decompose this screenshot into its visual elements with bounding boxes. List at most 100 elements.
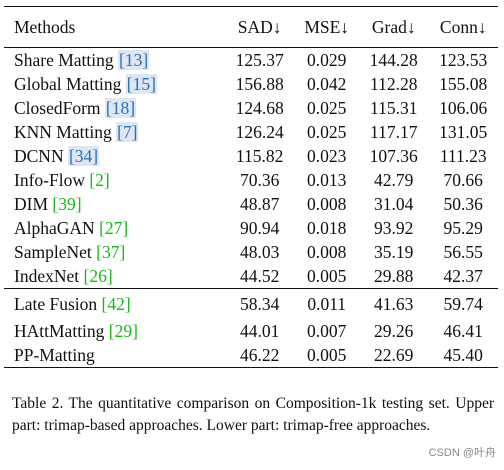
table-row: HAttMatting [29] 44.01 0.007 29.26 46.41 [4, 319, 498, 343]
sad-value: 156.88 [235, 74, 284, 94]
grad-value: 117.17 [369, 122, 418, 142]
conn-value: 123.53 [439, 50, 488, 70]
method-cell: SampleNet [37] [4, 240, 225, 264]
mse-value: 0.023 [307, 146, 347, 166]
table-row: ClosedForm [18] 124.68 0.025 115.31 106.06 [4, 96, 498, 120]
method-cell: Info-Flow [2] [4, 168, 225, 192]
conn-value: 131.05 [439, 122, 488, 142]
citation-link[interactable]: [39] [52, 194, 82, 214]
method-cell: Share Matting [13] [4, 48, 225, 73]
mse-value: 0.025 [307, 98, 347, 118]
method-cell: Late Fusion [42] [4, 288, 225, 319]
citation-link[interactable]: [34] [67, 146, 100, 166]
conn-value: 45.40 [428, 342, 498, 368]
citation-link[interactable]: [18] [104, 98, 137, 118]
conn-value: 106.06 [439, 98, 488, 118]
citation-link[interactable]: [2] [89, 170, 110, 190]
method-cell: PP-Matting [4, 342, 225, 368]
conn-value: 111.23 [439, 146, 487, 166]
method-name: SampleNet [14, 242, 92, 262]
sad-value: 124.68 [235, 98, 284, 118]
citation-link[interactable]: [27] [99, 218, 129, 238]
mse-value: 0.005 [307, 266, 347, 286]
grad-value: 42.79 [374, 170, 414, 190]
grad-value: 107.36 [369, 146, 418, 166]
header-grad: Grad↓ [358, 6, 429, 48]
grad-value: 41.63 [358, 288, 429, 319]
conn-value: 59.74 [428, 288, 498, 319]
mse-value: 0.042 [307, 74, 347, 94]
citation-link[interactable]: [15] [125, 74, 157, 94]
method-name: PP-Matting [14, 344, 95, 365]
mse-value: 0.018 [307, 218, 347, 238]
method-name: Share Matting [14, 50, 114, 70]
table-row: DIM [39] 48.87 0.008 31.04 50.36 [4, 192, 498, 216]
header-methods: Methods [4, 6, 225, 48]
table-row: DCNN [34] 115.82 0.023 107.36 111.23 [4, 144, 498, 168]
grad-value: 29.26 [374, 320, 414, 341]
conn-value: 70.66 [443, 170, 483, 190]
grad-value: 144.28 [369, 50, 418, 70]
mse-value: 0.008 [307, 242, 347, 262]
method-name: Info-Flow [14, 170, 85, 190]
conn-value: 56.55 [443, 242, 483, 262]
method-cell: AlphaGAN [27] [4, 216, 225, 240]
table-row: Late Fusion [42] 58.34 0.011 41.63 59.74 [4, 288, 498, 319]
table-row: Global Matting [15] 156.88 0.042 112.28 155.… [4, 72, 498, 96]
method-name: ClosedForm [14, 98, 101, 118]
sad-value: 58.34 [224, 288, 295, 319]
sad-value: 44.52 [239, 266, 280, 286]
sad-value: 125.37 [235, 50, 284, 70]
method-name: Late Fusion [14, 293, 98, 314]
sad-value: 48.03 [239, 242, 280, 262]
grad-value: 31.04 [374, 194, 414, 214]
conn-value: 50.36 [443, 194, 483, 214]
method-name: KNN Matting [14, 122, 112, 142]
mse-value: 0.005 [294, 342, 359, 368]
method-name: DCNN [14, 146, 64, 166]
table-caption: Table 2. The quantitative comparison on … [12, 395, 494, 434]
conn-value: 42.37 [443, 266, 483, 286]
citation-link[interactable]: [26] [83, 266, 113, 286]
table-row: PP-Matting 46.22 0.005 22.69 45.40 [4, 342, 498, 368]
table-row: AlphaGAN [27] 90.94 0.018 93.92 95.29 [4, 216, 498, 240]
method-name: HAttMatting [14, 320, 105, 341]
method-cell: HAttMatting [29] [4, 319, 225, 343]
conn-value: 95.29 [443, 218, 483, 238]
grad-value: 115.31 [369, 98, 418, 118]
table-row: KNN Matting [7] 126.24 0.025 117.17 131.05 [4, 120, 498, 144]
method-name: IndexNet [14, 266, 80, 286]
mse-value: 0.025 [307, 122, 347, 142]
method-cell: IndexNet [26] [4, 264, 225, 289]
sad-value: 46.22 [224, 342, 295, 368]
method-name: AlphaGAN [14, 218, 95, 238]
method-cell: DIM [39] [4, 192, 225, 216]
sad-value: 70.36 [239, 170, 280, 190]
mse-value: 0.008 [307, 194, 347, 214]
mse-value: 0.007 [307, 320, 347, 341]
header-mse: MSE↓ [294, 6, 359, 48]
table-row: IndexNet [26] 44.52 0.005 29.88 42.37 [4, 264, 498, 289]
citation-link[interactable]: [42] [101, 293, 131, 314]
header-sad: SAD↓ [224, 6, 295, 48]
sad-value: 90.94 [239, 218, 280, 238]
grad-value: 93.92 [374, 218, 414, 238]
sad-value: 115.82 [235, 146, 284, 166]
table-row: SampleNet [37] 48.03 0.008 35.19 56.55 [4, 240, 498, 264]
method-cell: DCNN [34] [4, 144, 225, 168]
citation-link[interactable]: [13] [118, 50, 150, 70]
sad-value: 48.87 [239, 194, 280, 214]
mse-value: 0.029 [307, 50, 347, 70]
grad-value: 35.19 [374, 242, 414, 262]
grad-value: 29.88 [374, 266, 414, 286]
citation-link[interactable]: [37] [96, 242, 126, 262]
conn-value: 155.08 [439, 74, 488, 94]
method-name: Global Matting [14, 74, 122, 94]
citation-link[interactable]: [29] [108, 320, 138, 341]
method-cell: ClosedForm [18] [4, 96, 225, 120]
mse-value: 0.013 [307, 170, 347, 190]
citation-link[interactable]: [7] [116, 122, 139, 142]
grad-value: 22.69 [358, 342, 429, 368]
mse-value: 0.011 [294, 288, 359, 319]
table-row: Share Matting [13] 125.37 0.029 144.28 123.5… [4, 48, 498, 73]
